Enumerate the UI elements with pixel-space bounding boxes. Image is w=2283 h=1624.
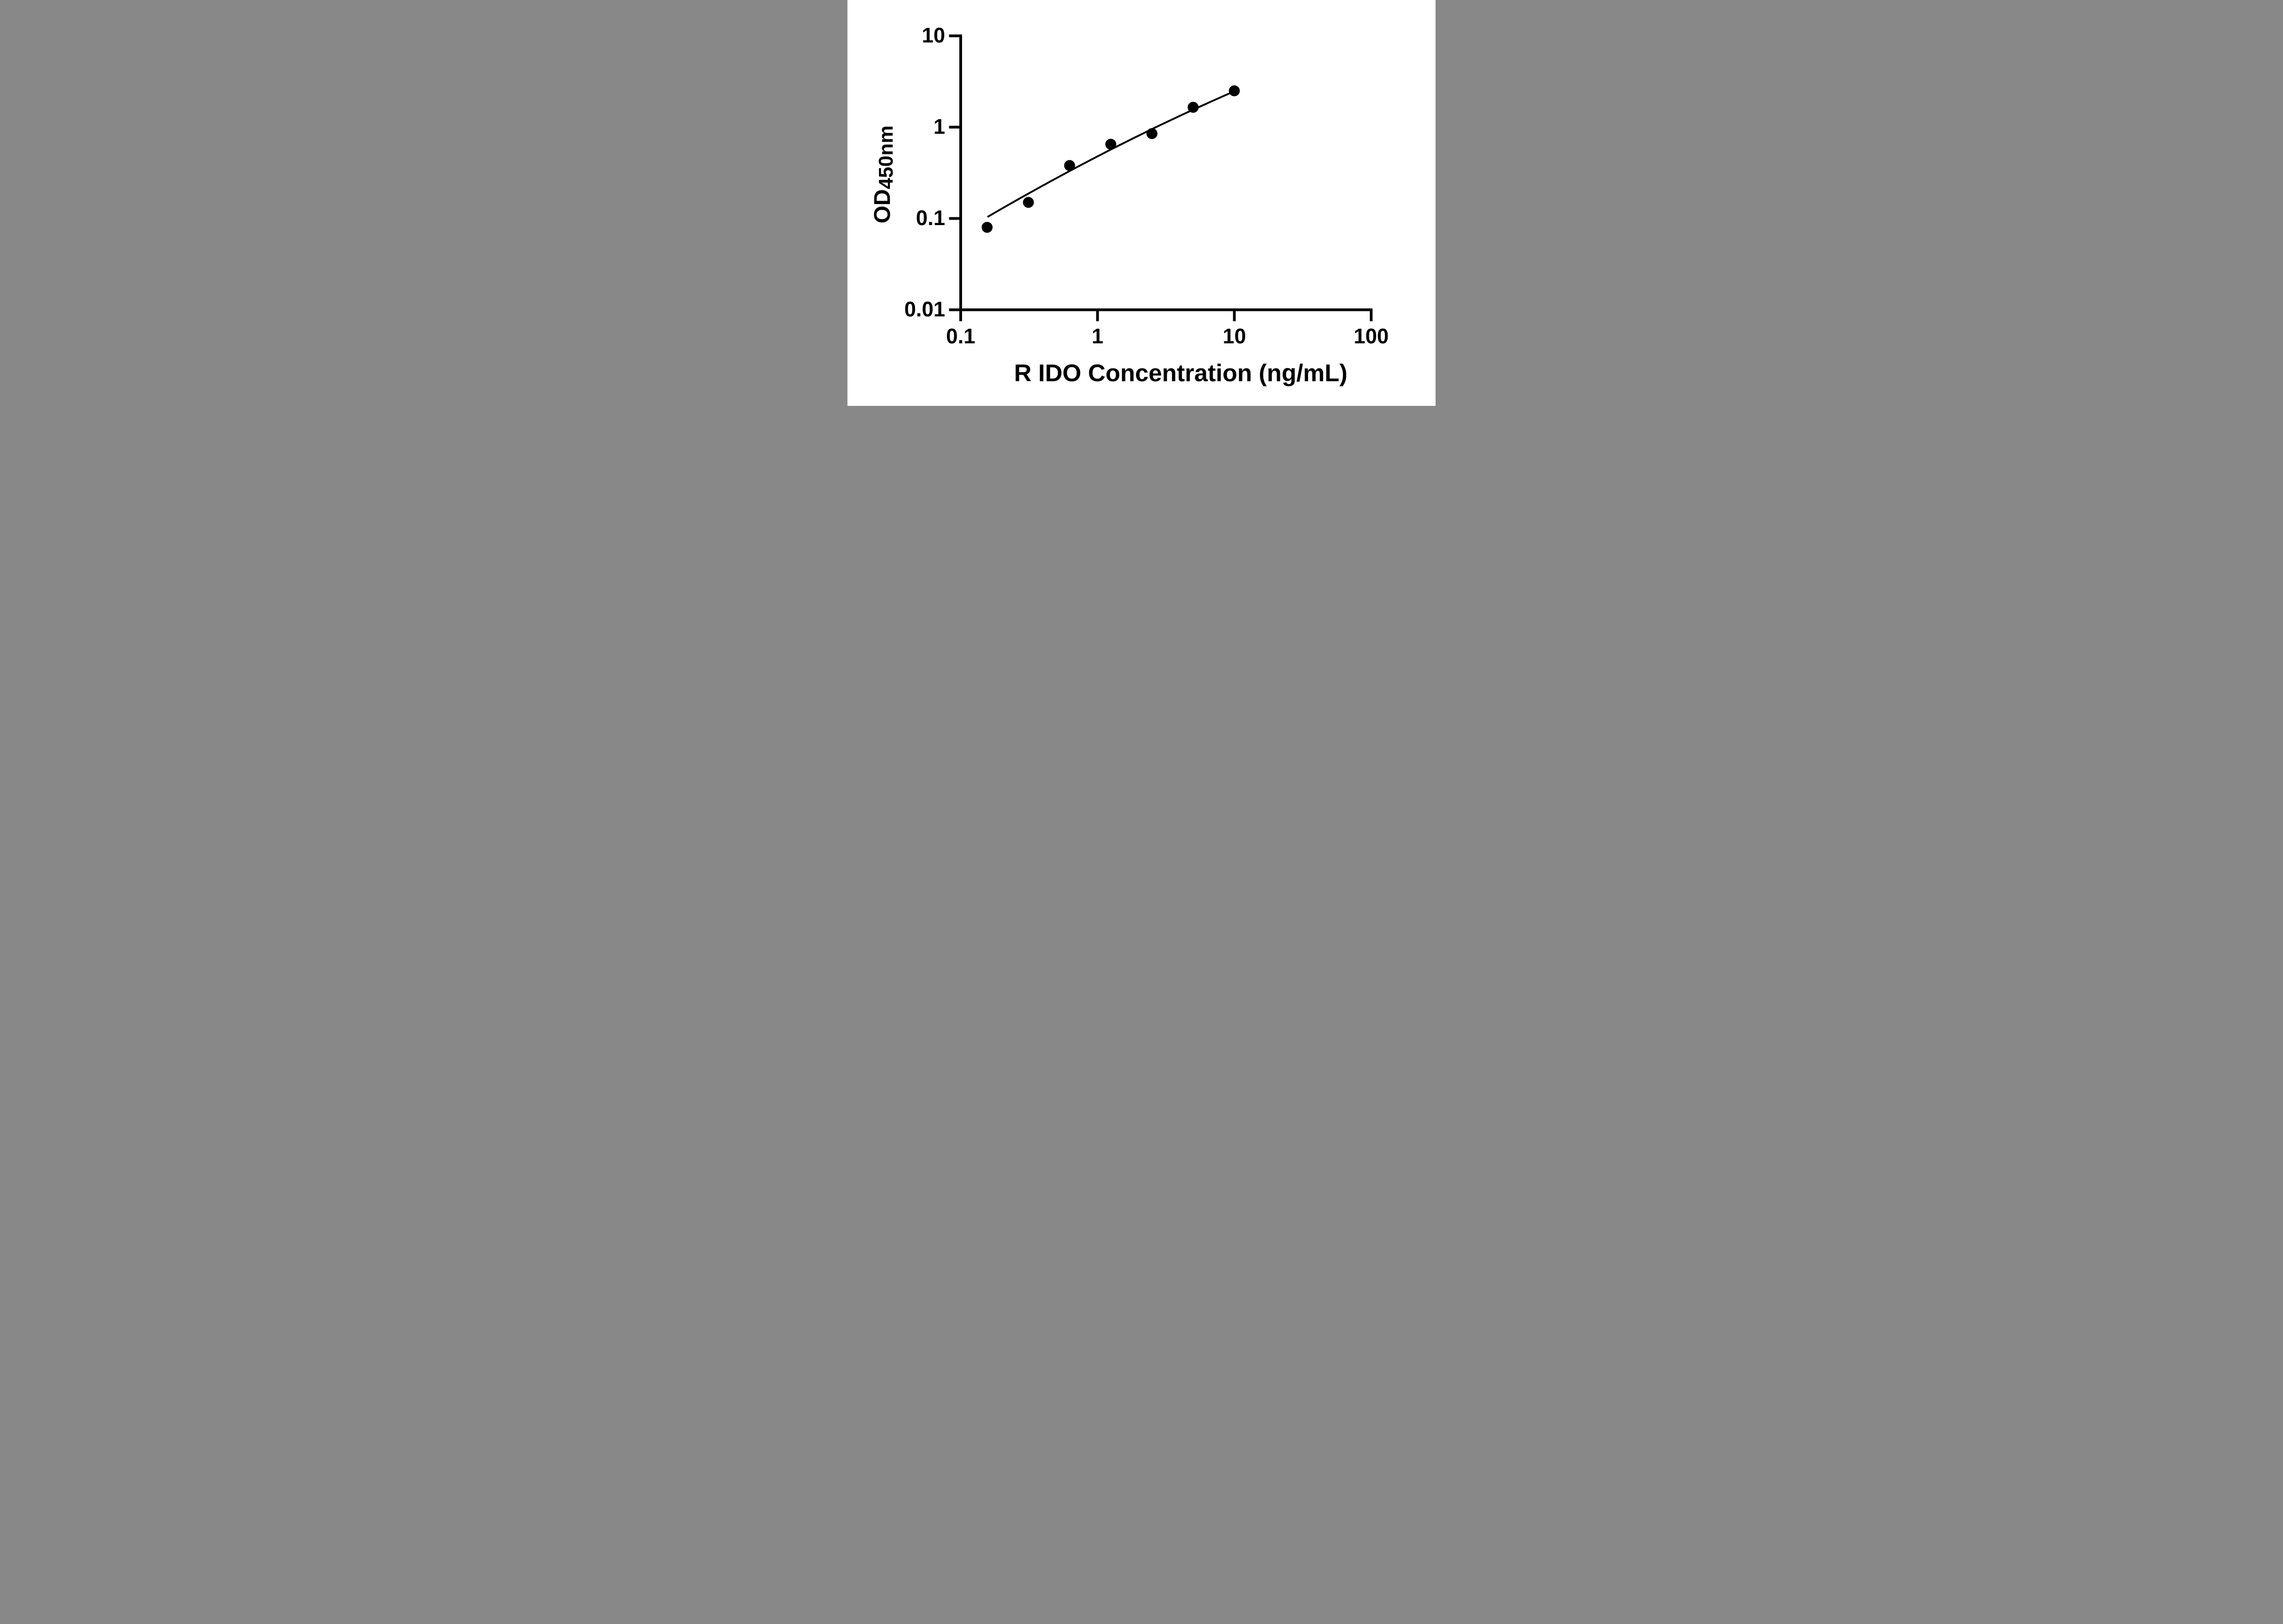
y-axis-title: OD 450nm [868, 83, 897, 266]
standard-curve-figure: 0.1 1 10 100 0.01 0.1 1 10 R IDO Concentration… [847, 0, 1436, 406]
y-axis-title-subscript: 450nm [874, 125, 897, 189]
data-point [1064, 160, 1075, 171]
x-tick-label: 100 [1353, 324, 1389, 348]
data-point [1023, 197, 1034, 208]
x-ticks [959, 311, 1373, 321]
data-point [1188, 102, 1199, 113]
y-ticks [949, 34, 959, 311]
x-tick-label: 10 [1222, 324, 1246, 348]
data-points [981, 85, 1240, 233]
data-point [1146, 128, 1157, 139]
y-tick-label: 10 [921, 23, 945, 47]
x-tick-label: 1 [1091, 324, 1104, 348]
x-axis-title: R IDO Concentration (ng/mL) [1014, 360, 1348, 387]
data-point [1105, 138, 1116, 150]
y-tick-label: 0.1 [916, 205, 945, 230]
x-tick-label: 0.1 [946, 324, 975, 348]
y-tick-label: 0.01 [904, 297, 945, 321]
data-point [981, 221, 993, 233]
data-point [1229, 85, 1240, 96]
y-axis-title-main: OD [869, 189, 895, 224]
y-tick-label: 1 [933, 114, 945, 138]
plot-area [949, 34, 1373, 321]
